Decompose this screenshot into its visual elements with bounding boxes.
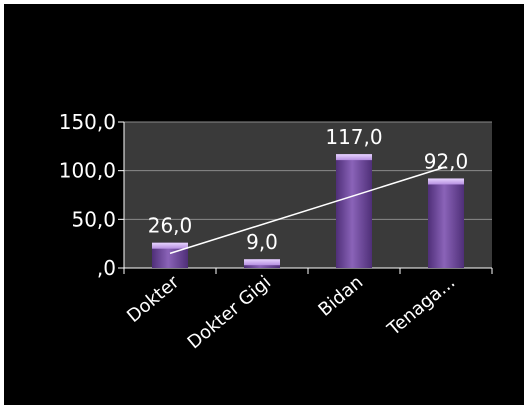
bar xyxy=(428,178,464,268)
x-tick-label: Dokter Gigi xyxy=(184,272,276,354)
bar-cap xyxy=(336,154,372,161)
bar-cap xyxy=(428,178,464,185)
y-tick-label: 100,0 xyxy=(59,159,116,183)
bar-cap xyxy=(152,242,188,249)
y-tick-label: ,0 xyxy=(97,256,116,280)
trendline xyxy=(169,166,447,255)
bar-cap xyxy=(244,259,280,266)
x-tick-label: Bidan xyxy=(314,272,367,321)
y-tick-label: 50,0 xyxy=(71,207,116,231)
data-label: 92,0 xyxy=(424,149,469,173)
x-tick-label: Tenaga... xyxy=(383,272,459,341)
bar xyxy=(336,154,372,268)
y-tick-label: 150,0 xyxy=(59,110,116,134)
data-label: 9,0 xyxy=(246,230,278,254)
trendline-line xyxy=(169,166,447,255)
bars xyxy=(152,154,464,268)
data-label: 26,0 xyxy=(148,214,193,238)
data-label: 117,0 xyxy=(325,125,382,149)
x-tick-label: Dokter xyxy=(123,271,184,327)
